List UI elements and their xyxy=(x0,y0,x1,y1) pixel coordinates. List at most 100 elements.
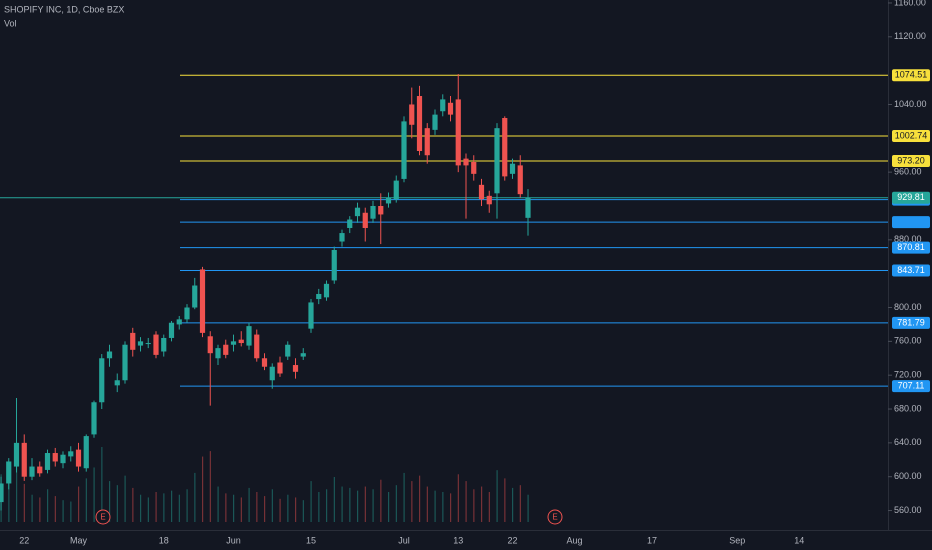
candle-body xyxy=(331,249,337,281)
candle-body xyxy=(75,449,82,467)
candle-body xyxy=(68,451,74,457)
volume-bar xyxy=(233,494,235,522)
x-tick-label: 22 xyxy=(19,535,29,545)
volume-bar xyxy=(147,497,149,522)
candle-body xyxy=(478,184,485,200)
candle-body xyxy=(323,283,330,298)
price-label: 781.79 xyxy=(897,317,925,327)
candle-body xyxy=(207,336,213,354)
price-label: 973.20 xyxy=(897,155,925,165)
volume-bar xyxy=(504,478,506,522)
candle-body xyxy=(230,341,237,345)
volume-bar xyxy=(310,481,312,522)
candle-body xyxy=(269,366,275,381)
candle-body xyxy=(153,334,159,355)
candle-body xyxy=(300,353,306,357)
candle-body xyxy=(494,128,500,194)
volume-bar xyxy=(240,497,242,522)
volume-bar xyxy=(287,494,289,522)
candle-body xyxy=(122,344,128,381)
candle-body xyxy=(137,341,144,346)
candle-body xyxy=(409,104,415,125)
candle-body xyxy=(83,436,89,469)
price-label-box xyxy=(892,264,930,277)
y-tick-label: 1040.00 xyxy=(894,99,927,109)
volume-bar xyxy=(132,487,134,522)
earnings-label: E xyxy=(552,513,557,522)
candle-body xyxy=(525,197,531,218)
candle-body xyxy=(285,344,291,357)
volume-bar xyxy=(519,485,521,522)
x-tick-label: Jul xyxy=(398,535,410,545)
volume-bar xyxy=(403,472,405,522)
candle-body xyxy=(114,380,120,386)
volume-bar xyxy=(326,489,328,522)
candle-body xyxy=(316,293,322,300)
volume-bar xyxy=(23,483,25,522)
volume-bar xyxy=(70,501,72,522)
volume-bar xyxy=(372,489,374,522)
candle-body xyxy=(37,466,43,474)
earnings-label: E xyxy=(100,513,105,522)
price-label: 1074.51 xyxy=(895,70,928,80)
y-tick-label: 800.00 xyxy=(894,302,922,312)
volume-bar xyxy=(101,447,103,522)
volume-bar xyxy=(39,497,41,522)
volume-bar xyxy=(93,467,95,522)
y-tick-label: 640.00 xyxy=(894,437,922,447)
volume-bar xyxy=(16,460,18,522)
candle-body xyxy=(463,158,469,166)
y-tick-label: 560.00 xyxy=(894,505,922,515)
volume-bar xyxy=(295,497,297,522)
candle-body xyxy=(517,165,523,195)
candle-body xyxy=(393,180,399,200)
x-tick-label: 13 xyxy=(453,535,463,545)
x-tick-label: Jun xyxy=(226,535,241,545)
candle-body xyxy=(44,453,51,470)
candle-body xyxy=(509,163,516,174)
y-tick-label: 1160.00 xyxy=(894,0,926,7)
volume-bar xyxy=(380,479,382,522)
candle-body xyxy=(168,322,175,338)
candle-body xyxy=(432,114,438,130)
chart-title: SHOPIFY INC, 1D, Cboe BZX xyxy=(4,4,124,14)
volume-bar xyxy=(178,494,180,522)
candle-body xyxy=(161,337,167,352)
volume-label: Vol xyxy=(4,18,17,28)
volume-bar xyxy=(62,500,64,522)
candle-body xyxy=(447,102,454,115)
volume-bar xyxy=(124,475,126,522)
candle-body xyxy=(21,442,27,477)
price-label-box xyxy=(892,316,930,329)
x-tick-label: 14 xyxy=(794,535,804,545)
volume-bar xyxy=(279,498,281,522)
y-tick-label: 760.00 xyxy=(894,336,922,346)
candle-body xyxy=(60,454,66,464)
candle-body xyxy=(385,197,392,204)
candle-body xyxy=(184,307,190,320)
volume-bar xyxy=(116,485,118,522)
price-label: 1002.74 xyxy=(895,130,928,140)
candle-body xyxy=(6,461,12,484)
price-label: 707.11 xyxy=(898,380,925,390)
volume-bar xyxy=(457,474,459,522)
y-tick-label: 1120.00 xyxy=(894,31,926,41)
candle-body xyxy=(254,334,260,359)
volume-bar xyxy=(388,492,390,522)
y-tick-label: 720.00 xyxy=(894,370,922,380)
x-tick-label: Sep xyxy=(729,535,745,545)
volume-bar xyxy=(155,492,157,522)
candle-body xyxy=(238,339,244,344)
candle-body xyxy=(29,466,35,477)
volume-bar xyxy=(109,481,111,522)
price-label-box xyxy=(892,216,930,229)
candle-body xyxy=(347,219,353,228)
candle-body xyxy=(370,205,376,219)
volume-bar xyxy=(256,492,258,522)
volume-bar xyxy=(209,451,211,522)
candle-body xyxy=(308,302,314,329)
volume-bar xyxy=(171,490,173,522)
volume-bar xyxy=(411,481,413,522)
x-tick-label: May xyxy=(70,535,88,545)
earnings-marker xyxy=(95,509,111,525)
